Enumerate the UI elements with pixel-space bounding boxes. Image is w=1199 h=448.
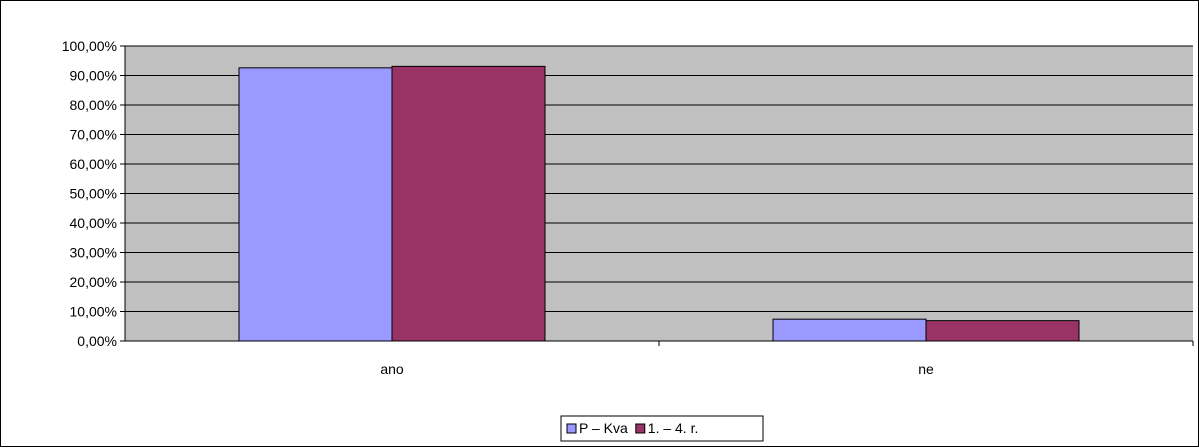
- y-tick-label: 30,00%: [70, 245, 117, 261]
- bar: [925, 320, 1080, 342]
- y-tick-label: 20,00%: [70, 274, 117, 290]
- bar: [238, 67, 393, 342]
- y-tick-label: 90,00%: [70, 68, 117, 84]
- legend-label: 1. – 4. r.: [648, 420, 699, 436]
- y-tick-label: 60,00%: [70, 156, 117, 172]
- legend-swatch: [566, 423, 577, 434]
- legend-label: P – Kva: [579, 420, 628, 436]
- legend-box: [560, 415, 764, 442]
- x-tick-label: ne: [918, 361, 934, 377]
- y-tick-label: 50,00%: [70, 186, 117, 202]
- bar: [772, 318, 927, 342]
- y-tick-label: 70,00%: [70, 127, 117, 143]
- y-tick-label: 40,00%: [70, 215, 117, 231]
- legend-swatch: [635, 423, 646, 434]
- bar: [391, 65, 546, 342]
- y-tick-label: 10,00%: [70, 304, 117, 320]
- y-tick-label: 80,00%: [70, 97, 117, 113]
- y-tick-label: 100,00%: [62, 38, 117, 54]
- y-tick-label: 0,00%: [77, 333, 117, 349]
- x-tick-label: ano: [380, 361, 404, 377]
